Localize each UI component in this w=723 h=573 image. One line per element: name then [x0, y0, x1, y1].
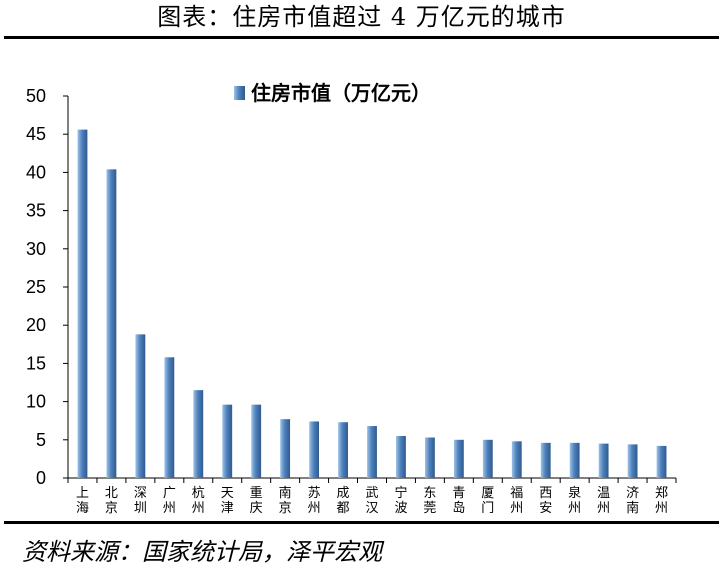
bar-10: [338, 422, 348, 478]
chart-bars: [77, 129, 667, 478]
x-tick-label: 东莞: [423, 486, 436, 516]
source-note: 资料来源：国家统计局，泽平宏观: [22, 538, 382, 566]
chart-legend: 住房市值（万亿元）: [234, 81, 431, 105]
bar-14: [453, 439, 464, 478]
x-tick-label: 成都: [337, 486, 350, 516]
y-tick-label: 5: [36, 430, 46, 450]
x-tick-label: 杭州: [192, 486, 205, 516]
y-tick-label: 35: [26, 201, 46, 221]
x-tick-label: 厦门: [481, 486, 494, 516]
x-tick-label: 宁波: [394, 485, 407, 516]
x-tick-label: 重庆: [250, 485, 263, 516]
bar-17: [540, 442, 551, 478]
x-tick-label: 天津: [221, 486, 234, 516]
y-tick-label: 25: [26, 277, 46, 297]
x-tick-label: 深圳: [134, 486, 147, 516]
x-tick-label: 泉州: [568, 485, 581, 516]
x-tick-label: 苏州: [308, 485, 321, 516]
bar-15: [482, 439, 493, 478]
x-tick-label: 青岛: [452, 486, 465, 516]
bar-16: [511, 441, 522, 478]
x-tick-label: 上海: [76, 486, 89, 516]
bottom-rule: [4, 521, 719, 524]
x-tick-label: 济南: [626, 486, 639, 516]
page-title: 图表：住房市值超过 4 万亿元的城市: [157, 3, 566, 31]
y-tick-labels: 0 5 10 15 20 25 30 35 40 45 50: [26, 86, 46, 488]
x-tick-label: 武汉: [365, 486, 378, 516]
x-tick-labels: 上海北京深圳广州杭州天津重庆南京苏州成都武汉宁波东莞青岛厦门福州西安泉州温州济南…: [76, 485, 668, 516]
bar-1: [77, 129, 88, 478]
y-tick-label: 50: [26, 86, 46, 106]
top-rule: [4, 36, 719, 39]
x-tick-label: 西安: [539, 486, 552, 516]
x-tick-label: 郑州: [655, 486, 668, 516]
x-tick-label: 北京: [105, 486, 118, 516]
bar-8: [280, 419, 291, 478]
chart-axes: [63, 95, 677, 483]
legend-swatch: [234, 86, 245, 100]
bar-21: [656, 445, 667, 478]
x-tick-label: 南京: [279, 485, 292, 516]
bar-6: [222, 404, 233, 478]
bar-3: [135, 334, 146, 478]
bar-12: [396, 435, 406, 478]
bar-11: [367, 426, 377, 478]
y-tick-label: 0: [36, 468, 46, 488]
bar-19: [598, 443, 609, 478]
y-tick-label: 40: [26, 162, 46, 182]
y-tick-label: 15: [26, 353, 46, 373]
y-tick-label: 30: [26, 239, 46, 259]
x-tick-label: 温州: [597, 486, 610, 516]
bar-4: [164, 357, 175, 478]
bar-7: [251, 404, 262, 478]
bar-18: [569, 442, 580, 478]
bar-chart: 住房市值（万亿元） 0 5 10 15 20 25 30 35 40 45 50 上海北京深圳广州杭…: [26, 81, 677, 516]
y-tick-label: 20: [26, 315, 46, 335]
y-tick-label: 45: [26, 124, 46, 144]
bar-9: [309, 421, 320, 478]
x-tick-label: 福州: [510, 486, 523, 516]
bar-2: [106, 169, 117, 478]
y-tick-label: 10: [26, 392, 46, 412]
legend-label: 住房市值（万亿元）: [251, 81, 431, 105]
bar-20: [627, 444, 638, 478]
bar-5: [193, 390, 204, 478]
bar-13: [424, 437, 435, 478]
x-tick-label: 广州: [163, 486, 176, 516]
